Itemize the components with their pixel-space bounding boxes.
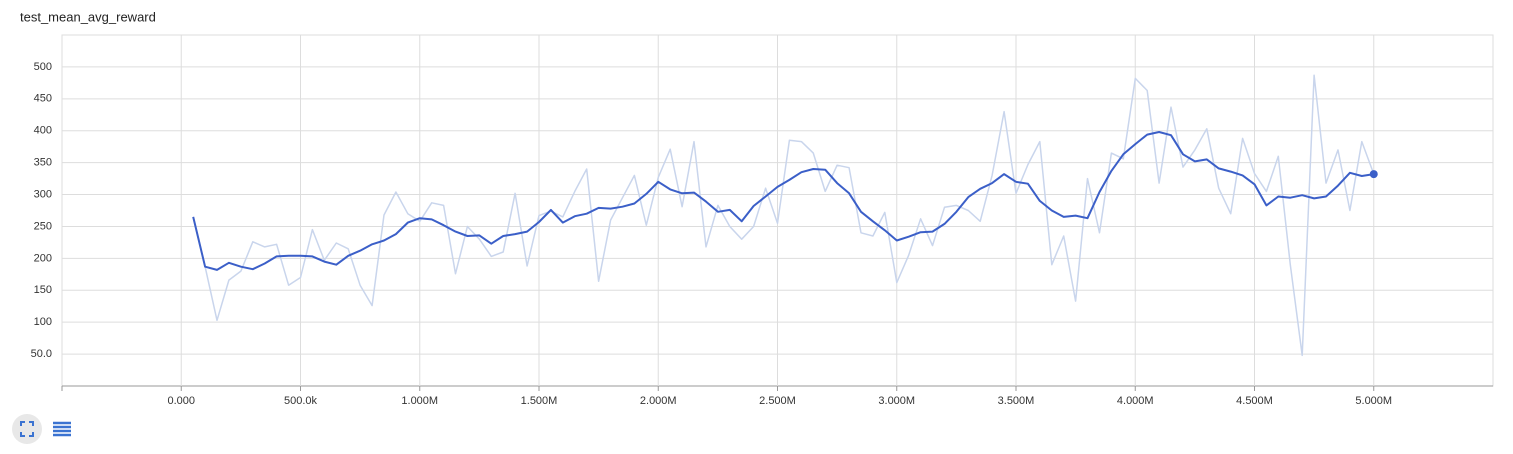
x-tick-label: 5.000M	[1355, 395, 1392, 407]
button-bg[interactable]	[12, 414, 42, 444]
x-tick-label: 1.000M	[401, 395, 438, 407]
y-tick-label: 250	[34, 220, 52, 232]
y-tick-label: 350	[34, 157, 52, 169]
y-tick-label: 500	[34, 61, 52, 73]
y-tick-label: 100	[34, 316, 52, 328]
fullscreen-icon	[20, 421, 34, 437]
x-tick-label: 500.0k	[284, 395, 318, 407]
x-tick-label: 1.500M	[521, 395, 558, 407]
end-point	[1369, 170, 1378, 179]
series-line	[192, 131, 1374, 271]
x-tick-label: 3.500M	[998, 395, 1035, 407]
chart-title: test_mean_avg_reward	[20, 9, 156, 24]
y-tick-label: 150	[34, 284, 52, 296]
fullscreen-button[interactable]	[12, 414, 42, 444]
data-toggle-button[interactable]	[53, 421, 71, 437]
x-tick-label: 2.500M	[759, 395, 796, 407]
y-tick-label: 50.0	[31, 348, 52, 360]
x-tick-label: 2.000M	[640, 395, 677, 407]
x-tick-label: 0.000	[167, 395, 195, 407]
list-icon[interactable]	[53, 421, 71, 437]
y-tick-label: 300	[34, 188, 52, 200]
x-tick-label: 4.500M	[1236, 395, 1273, 407]
y-tick-label: 450	[34, 93, 52, 105]
x-tick-label: 3.000M	[878, 395, 915, 407]
y-tick-label: 400	[34, 125, 52, 137]
y-tick-label: 200	[34, 252, 52, 264]
series-line	[192, 74, 1375, 357]
x-tick-label: 4.000M	[1117, 395, 1154, 407]
